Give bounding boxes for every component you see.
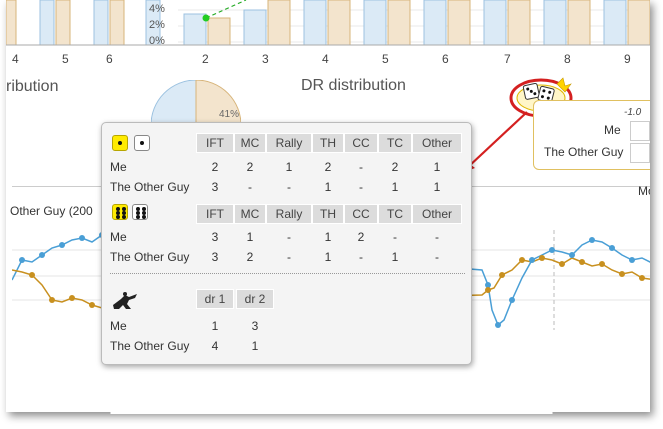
row-label-me: Me	[110, 319, 127, 333]
double-six-yellow-die-icon[interactable]	[112, 204, 128, 220]
x-tick-label: 5	[382, 52, 389, 66]
row-label-other-guy: The Other Guy	[110, 250, 190, 264]
table-cell: 1	[246, 230, 254, 244]
table-cell: 1	[324, 180, 332, 194]
table-cell: 4	[211, 339, 219, 353]
col-header-rally: Rally	[266, 133, 312, 153]
col-header-th: TH	[312, 133, 344, 153]
single-die-yellow-icon[interactable]	[112, 135, 128, 151]
table-cell: 2	[357, 230, 365, 244]
col-header-mc: MC	[234, 204, 266, 224]
table-cell: -	[359, 250, 363, 264]
table-cell: 1	[324, 250, 332, 264]
y-tick-label: 4%	[149, 3, 165, 15]
col-header-tc: TC	[378, 133, 412, 153]
series-label: Other Guy (200	[10, 204, 93, 218]
torn-paper-edge	[110, 386, 553, 414]
table-cell: -	[287, 180, 291, 194]
dr-pie-chart: 41%	[151, 80, 241, 126]
col-header-dr1: dr 1	[196, 289, 234, 309]
me-input[interactable]	[630, 121, 650, 141]
col-header-mc: MC	[234, 133, 266, 153]
dr-distribution-title: DR distribution	[301, 77, 406, 94]
col-header-other: Other	[412, 204, 462, 224]
x-tick-label: 2	[202, 52, 209, 66]
table-cell: 2	[391, 160, 399, 174]
popup-divider	[110, 273, 465, 274]
table-cell: -	[435, 230, 439, 244]
table-cell: 1	[433, 160, 441, 174]
table-cell: 1	[285, 160, 293, 174]
other-guy-label: The Other Guy	[544, 145, 624, 159]
x-tick-label: 5	[62, 52, 69, 66]
table-cell: 3	[211, 180, 219, 194]
value-hint: -1.0	[624, 107, 642, 118]
table-cell: 1	[324, 230, 332, 244]
table-cell: 3	[211, 250, 219, 264]
x-tick-label: 4	[322, 52, 329, 66]
table-cell: -	[359, 180, 363, 194]
x-tick-label: 6	[442, 52, 449, 66]
table-cell: 2	[324, 160, 332, 174]
table-cell: -	[287, 230, 291, 244]
table-cell: 2	[211, 160, 219, 174]
me-label: Me	[604, 123, 621, 137]
col-header-rally: Rally	[266, 204, 312, 224]
other-guy-input[interactable]	[630, 143, 650, 163]
col-header-th: TH	[312, 204, 344, 224]
col-header-other: Other	[412, 133, 462, 153]
section-title: ribution	[6, 78, 59, 95]
table-cell: -	[359, 160, 363, 174]
dr-stats-popup: IFT MC Rally TH CC TC Other Me 2 2 1 2 -…	[101, 122, 472, 365]
x-tick-label: 6	[106, 52, 113, 66]
table-cell: 1	[433, 180, 441, 194]
col-header-cc: CC	[344, 133, 378, 153]
table-cell: -	[287, 250, 291, 264]
table-cell: 3	[211, 230, 219, 244]
table-cell: 1	[391, 250, 399, 264]
sniper-icon[interactable]	[111, 291, 139, 311]
x-tick-label: 4	[12, 52, 19, 66]
single-die-icon[interactable]	[134, 135, 150, 151]
y-tick-label: 2%	[149, 19, 165, 31]
col-header-ift: IFT	[196, 204, 234, 224]
table-cell: 3	[251, 319, 259, 333]
table-cell: 2	[246, 250, 254, 264]
table-cell: -	[435, 250, 439, 264]
col-header-tc: TC	[378, 204, 412, 224]
row-label-other-guy: The Other Guy	[110, 180, 190, 194]
col-header-ift: IFT	[196, 133, 234, 153]
table-cell: 1	[211, 319, 219, 333]
table-cell: 2	[246, 160, 254, 174]
x-tick-label: 3	[262, 52, 269, 66]
row-label-other-guy: The Other Guy	[110, 339, 190, 353]
row-label-me: Me	[110, 160, 127, 174]
right-truncated-label: Mo	[638, 184, 650, 198]
y-tick-label: 0%	[149, 35, 165, 47]
pie-slice-label: 41%	[219, 109, 239, 120]
table-cell: -	[248, 180, 252, 194]
col-header-cc: CC	[344, 204, 378, 224]
x-tick-label: 9	[624, 52, 631, 66]
table-cell: -	[393, 230, 397, 244]
top-bar-chart	[6, 0, 650, 46]
table-cell: 1	[391, 180, 399, 194]
x-tick-label: 8	[564, 52, 571, 66]
double-six-white-die-icon[interactable]	[132, 204, 148, 220]
side-panel: -1.0 Me The Other Guy	[533, 100, 650, 170]
dice-badge-icon[interactable]	[509, 74, 579, 124]
x-tick-label: 7	[504, 52, 511, 66]
row-label-me: Me	[110, 230, 127, 244]
table-cell: 1	[251, 339, 259, 353]
col-header-dr2: dr 2	[236, 289, 274, 309]
